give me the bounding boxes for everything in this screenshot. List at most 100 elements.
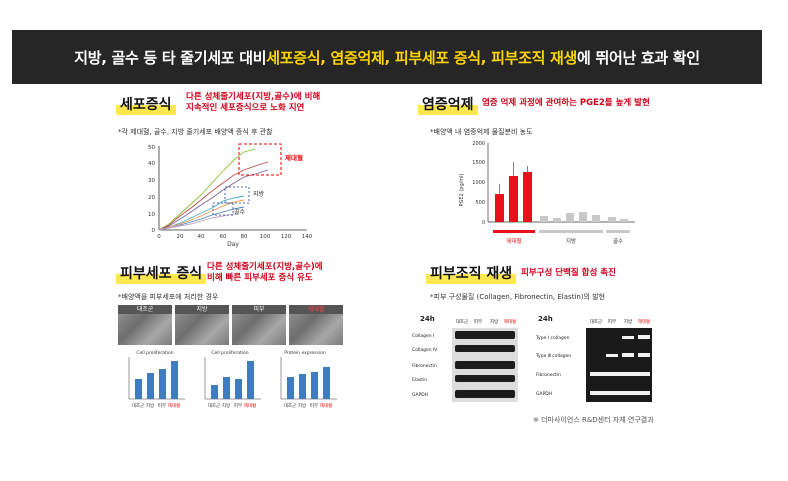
group-label-cord: 제대혈 xyxy=(506,237,521,245)
micrograph-control: 대조군 xyxy=(118,305,172,345)
blot1-band-5 xyxy=(455,390,515,398)
skin2-bar-1 xyxy=(211,385,218,399)
blot1-row-2: Collagen Ⅳ xyxy=(412,347,438,353)
blot2-row-2: Type Ⅲ collagen xyxy=(535,353,571,359)
blot1-band-3 xyxy=(455,361,515,369)
line-fat-1 xyxy=(158,195,245,231)
sec4-title: 피부조직 재생 xyxy=(426,262,517,284)
skin1-x-1: 대조군 xyxy=(132,402,144,409)
micro-label-cord: 제대혈 xyxy=(289,305,343,314)
xtick-60: 60 xyxy=(220,234,227,240)
skin1-bar-2 xyxy=(147,373,154,399)
xtick-140: 140 xyxy=(302,234,313,240)
sec3-desc: 다른 성체줄기세포(지방,골수)에 비해 빠른 피부세포 증식 유도 xyxy=(207,262,323,284)
micrograph-cord: 제대혈 xyxy=(289,305,343,345)
skin1-bar-4 xyxy=(171,361,178,399)
blot2-band-3 xyxy=(590,372,650,376)
blot-panel-2: 24h 대조군 피부 지방 제대혈 Type Ⅰ collagen Type Ⅲ… xyxy=(535,315,652,402)
group-bar-cord xyxy=(493,230,535,233)
xtick-120: 120 xyxy=(281,234,292,240)
pge2-chart: PGE2 (pg/ml) 0 500 1000 1500 2000 제대혈 지방… xyxy=(459,141,635,245)
blot2-col-1: 대조군 xyxy=(590,318,602,325)
skin3-x-3: 피부 xyxy=(310,402,318,409)
skin-chart-3: Protein expression 대조군 지방 피부 제대혈 xyxy=(280,350,337,409)
blot1-time: 24h xyxy=(420,315,435,323)
label-cord: 제대혈 xyxy=(285,153,303,162)
sec3-desc-line2: 비해 빠른 피부세포 증식 유도 xyxy=(207,273,313,283)
bar-fat-5 xyxy=(592,215,600,222)
group-bar-bone xyxy=(606,230,630,233)
skin2-bar-3 xyxy=(235,379,242,399)
skin3-bar-3 xyxy=(311,372,318,399)
ytick-40: 40 xyxy=(148,161,155,167)
bar-fat-4 xyxy=(579,212,587,222)
label-bone: 골수 xyxy=(234,209,246,216)
pge2-yticks: 0 500 1000 1500 2000 xyxy=(472,141,485,226)
line-cord-1 xyxy=(158,148,256,231)
pge2-ytick-500: 500 xyxy=(475,200,485,206)
fat-highlight-box xyxy=(224,186,250,204)
blot1-band-4 xyxy=(455,375,515,382)
western-blots: 24h 대조군 피부 지방 제대혈 Collagen Ⅰ Collagen Ⅳ … xyxy=(412,315,652,402)
ytick-10: 10 xyxy=(148,212,155,218)
growth-yticks: 0 10 20 30 40 50 xyxy=(148,145,156,234)
skin-chart-3-title: Protein expression xyxy=(284,350,326,356)
sec2-bullet: *배양액 내 염증억제 물질분비 농도 xyxy=(430,128,533,136)
bar-cord-1 xyxy=(495,194,504,222)
micro-label-skin: 피부 xyxy=(232,305,286,314)
skin3-bar-2 xyxy=(299,374,306,399)
blot2-band-1b xyxy=(638,335,650,339)
blot2-band-2b xyxy=(622,353,634,357)
bar-fat-2 xyxy=(553,218,561,222)
blot1-col-1: 대조군 xyxy=(456,318,468,325)
sec1-desc: 다른 성체줄기세포(지방,골수)에 비해 지속적인 세포증식으로 노화 지연 xyxy=(186,92,320,114)
bone-highlight-box xyxy=(212,202,234,216)
skin2-x-3: 피부 xyxy=(234,402,242,409)
blot1-row-4: Elastin xyxy=(412,377,427,383)
blot-panel-1: 24h 대조군 피부 지방 제대혈 Collagen Ⅰ Collagen Ⅳ … xyxy=(412,315,518,402)
skin2-bar-2 xyxy=(223,377,230,399)
xtick-100: 100 xyxy=(260,234,271,240)
skin3-bar-1 xyxy=(287,377,294,399)
ytick-0: 0 xyxy=(152,228,156,234)
blot2-band-1a xyxy=(622,336,634,339)
pge2-ylabel: PGE2 (pg/ml) xyxy=(459,173,465,206)
banner-text-2: 에 뛰어난 효과 확인 xyxy=(577,48,700,67)
blot2-col-4: 제대혈 xyxy=(638,318,650,325)
bar-cord-3 xyxy=(523,172,532,222)
sec4-bullet: *피부 구성물질 (Collagen, Fibronectin, Elastin… xyxy=(430,293,606,301)
skin-chart-2-title: Cell proliferation xyxy=(211,350,248,356)
blot2-col-2: 피부 xyxy=(608,318,616,325)
blot1-col-3: 지방 xyxy=(490,318,498,325)
skin-chart-1-title: Cell proliferation xyxy=(136,350,173,356)
blot2-band-2a xyxy=(606,354,618,357)
micro-label-control: 대조군 xyxy=(118,305,172,314)
skin-bar-charts: Cell proliferation 대조군 지방 피부 제대혈 Cell pr… xyxy=(128,350,337,409)
skin-chart-1: Cell proliferation 대조군 지방 피부 제대혈 xyxy=(128,350,185,409)
bar-bone-1 xyxy=(608,217,616,222)
growth-axes xyxy=(158,146,307,231)
micrograph-skin: 피부 xyxy=(232,305,286,345)
sec3-desc-line1: 다른 성체줄기세포(지방,골수)에 xyxy=(207,262,323,272)
sec2-title: 염증억제 xyxy=(418,93,478,115)
skin2-x-1: 대조군 xyxy=(208,402,220,409)
sec4-desc: 피부구성 단백질 합성 촉진 xyxy=(521,268,616,278)
banner-text-1: 지방, 골수 등 타 줄기세포 대비 xyxy=(74,48,267,67)
blot2-band-2c xyxy=(638,353,650,357)
header-banner: 지방, 골수 등 타 줄기세포 대비 세포증식, 염증억제, 피부세포 증식, … xyxy=(12,30,762,84)
micrograph-fat: 지방 xyxy=(175,305,229,345)
skin3-x-2: 지방 xyxy=(298,402,306,409)
cord-highlight-box xyxy=(238,143,282,176)
blot2-time: 24h xyxy=(538,315,553,323)
skin1-x-2: 지방 xyxy=(146,402,154,409)
line-cord-3 xyxy=(158,169,269,231)
sec1-desc-line2: 지속적인 세포증식으로 노화 지연 xyxy=(186,103,305,113)
sec1-title: 세포증식 xyxy=(116,93,176,115)
blot1-band-2 xyxy=(455,345,515,352)
skin1-x-4: 제대혈 xyxy=(168,402,180,409)
source-note: ※ 더마사이언스 R&D센터 자체 연구결과 xyxy=(533,416,654,424)
skin1-bar-1 xyxy=(135,379,142,399)
sec2-desc: 염증 억제 과정에 관여하는 PGE2를 높게 발현 xyxy=(482,98,650,108)
growth-lines xyxy=(158,148,269,231)
ytick-30: 30 xyxy=(148,178,155,184)
